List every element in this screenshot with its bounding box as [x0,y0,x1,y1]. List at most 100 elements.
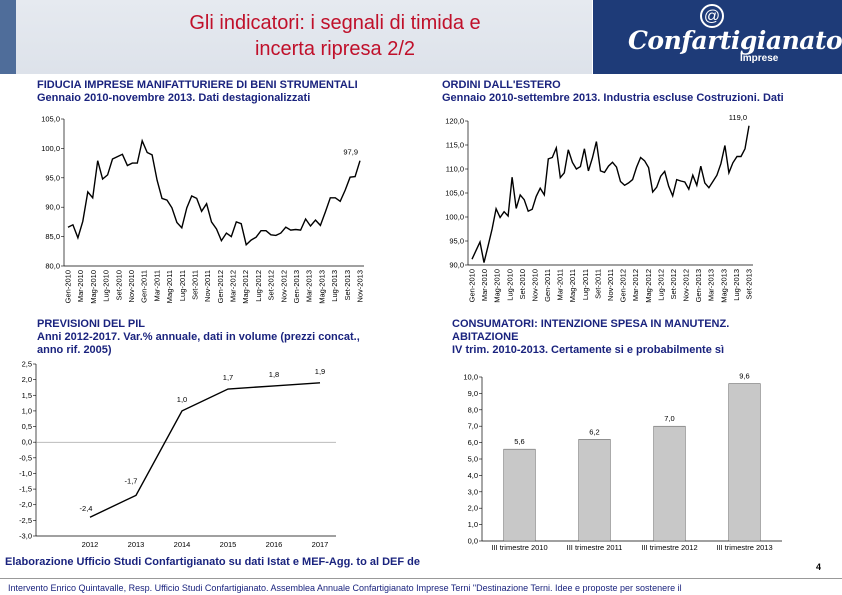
spesa-x-tick-label: III trimestre 2012 [641,543,697,552]
ordini-x-tick-label: Mar-2013 [707,269,716,301]
ordini-y-tick-label: 90,0 [449,261,464,270]
footer-divider [0,578,842,579]
ordini-y-tick-label: 120,0 [445,117,464,126]
pil-x-tick-label: 2016 [266,540,283,549]
ordini-last-value-label: 119,0 [729,113,747,122]
page-number: 4 [816,562,822,572]
fiducia-x-tick-label: Mar-2010 [76,270,85,302]
ordini-x-tick-label: Mag-2011 [568,269,577,302]
ordini-x-tick-label: Mar-2011 [556,269,565,301]
ordini-x-tick-label: Nov-2012 [682,269,691,302]
ordini-series-line [471,125,750,263]
ordini-x-tick-label: Mar-2010 [480,269,489,301]
ordini-x-tick-label: Mar-2012 [631,269,640,301]
spesa-y-tick-label: 1,0 [468,520,478,529]
fiducia-x-tick-label: Nov-2013 [356,270,365,303]
pil-x-tick-label: 2015 [220,540,237,549]
pil-data-label: -2,4 [80,504,93,513]
pil-y-tick-label: -1,0 [19,469,32,478]
slide-title: Gli indicatori: i segnali di timida e in… [100,10,570,62]
fiducia-y-tick-label: 105,0 [41,115,60,124]
ordini-x-tick-label: Mag-2012 [644,269,653,303]
header-title-bg [16,0,592,74]
pil-data-label: 1,7 [223,373,233,382]
fiducia-x-tick-label: Set-2011 [190,270,199,300]
spesa-data-label: 5,6 [514,437,524,446]
panel-2-title: ORDINI DALL'ESTERO Gennaio 2010-settembr… [442,79,784,104]
spesa-bar [653,425,686,542]
ordini-x-tick-label: Lug-2012 [656,269,665,301]
fiducia-x-tick-label: Gen-2010 [64,270,73,303]
pil-y-tick-label: 1,0 [22,406,32,415]
pil-x-tick-label: 2014 [174,540,191,549]
fiducia-x-tick-label: Set-2012 [267,270,276,300]
spesa-y-tick-label: 4,0 [468,471,478,480]
panel-1-title: FIDUCIA IMPRESE MANIFATTURIERE DI BENI S… [37,79,358,104]
spesa-bar [728,383,761,542]
pil-y-tick-label: -1,5 [19,485,32,494]
ordini-x-tick-label: Mag-2010 [493,269,502,303]
pil-y-tick-label: 0,5 [22,422,32,431]
footer-text: Intervento Enrico Quintavalle, Resp. Uff… [8,583,682,593]
fiducia-last-value-label: 97,9 [343,148,358,157]
chart-previsioni-pil: 2,5 2,0 1,5 1,0 0,5 0,0 -0,5 -1,0 -1,5 -2,0 -2,5 -3… [19,360,336,549]
slide-title-line2: incerta ripresa 2/2 [254,38,416,60]
ordini-x-tick-label: Gen-2012 [619,269,628,302]
ordini-x-tick-label: Set-2010 [518,269,527,299]
pil-y-tick-label: 2,0 [22,375,32,384]
ordini-x-tick-label: Set-2012 [669,269,678,299]
spesa-y-tick-label: 10,0 [463,373,478,382]
pil-y-tick-label: -2,0 [19,500,32,509]
source-note: Elaborazione Ufficio Studi Confartigiana… [5,556,420,568]
spesa-x-tick-label: III trimestre 2013 [716,543,772,552]
fiducia-x-tick-label: Lug-2013 [330,270,339,302]
fiducia-x-tick-label: Nov-2012 [279,270,288,303]
ordini-x-tick-label: Mag-2013 [719,269,728,303]
fiducia-x-tick-label: Mag-2010 [89,270,98,304]
fiducia-x-tick-label: Nov-2010 [127,270,136,303]
ordini-x-tick-label: Gen-2013 [694,269,703,302]
fiducia-y-tick-label: 100,0 [41,144,60,153]
fiducia-x-tick-label: Nov-2011 [203,270,212,302]
pil-x-tick-label: 2017 [312,540,329,549]
spesa-x-tick-label: III trimestre 2010 [491,543,547,552]
spesa-data-label: 6,2 [589,427,599,436]
pil-y-tick-label: -3,0 [19,532,32,541]
spesa-y-tick-label: 6,0 [468,438,478,447]
ordini-y-tick-label: 115,0 [446,141,464,150]
fiducia-x-tick-label: Lug-2012 [254,270,263,302]
fiducia-x-tick-label: Mag-2011 [165,270,174,303]
logo-at-icon: @ [700,4,724,28]
ordini-x-tick-label: Set-2013 [745,269,754,299]
fiducia-x-tick-label: Mag-2013 [317,270,326,304]
pil-x-tick-label: 2013 [128,540,145,549]
ordini-x-tick-label: Nov-2011 [606,269,615,301]
spesa-y-tick-label: 8,0 [468,405,478,414]
ordini-y-tick-label: 105,0 [445,189,464,198]
ordini-x-tick-label: Gen-2011 [543,269,552,302]
header-left-band [0,0,16,74]
ordini-x-tick-label: Gen-2010 [468,269,477,302]
fiducia-x-tick-label: Gen-2012 [216,270,225,303]
fiducia-y-tick-label: 95,0 [45,173,60,182]
panel-4-title: CONSUMATORI: INTENZIONE SPESA IN MANUTEN… [452,318,730,356]
panel-3-title: PREVISIONI DEL PIL Anni 2012-2017. Var.%… [37,318,360,356]
pil-data-label: 1,8 [269,370,279,379]
fiducia-y-tick-label: 80,0 [45,262,60,271]
spesa-y-tick-label: 9,0 [468,389,478,398]
spesa-y-tick-label: 0,0 [468,537,478,546]
fiducia-x-tick-label: Mag-2012 [241,270,250,304]
slide-title-line1: Gli indicatori: i segnali di timida e [189,12,481,34]
pil-y-tick-label: 0,0 [22,438,32,447]
ordini-x-tick-label: Lug-2010 [505,269,514,301]
logo-subtitle: Imprese [740,53,779,64]
pil-y-tick-label: -2,5 [19,516,32,525]
pil-x-tick-label: 2012 [82,540,99,549]
spesa-y-tick-label: 7,0 [468,422,478,431]
ordini-y-tick-label: 100,0 [445,213,464,222]
pil-data-label: -1,7 [125,476,138,485]
fiducia-y-tick-label: 90,0 [45,203,60,212]
ordini-y-tick-label: 110,0 [446,165,464,174]
pil-y-tick-label: -0,5 [19,453,32,462]
